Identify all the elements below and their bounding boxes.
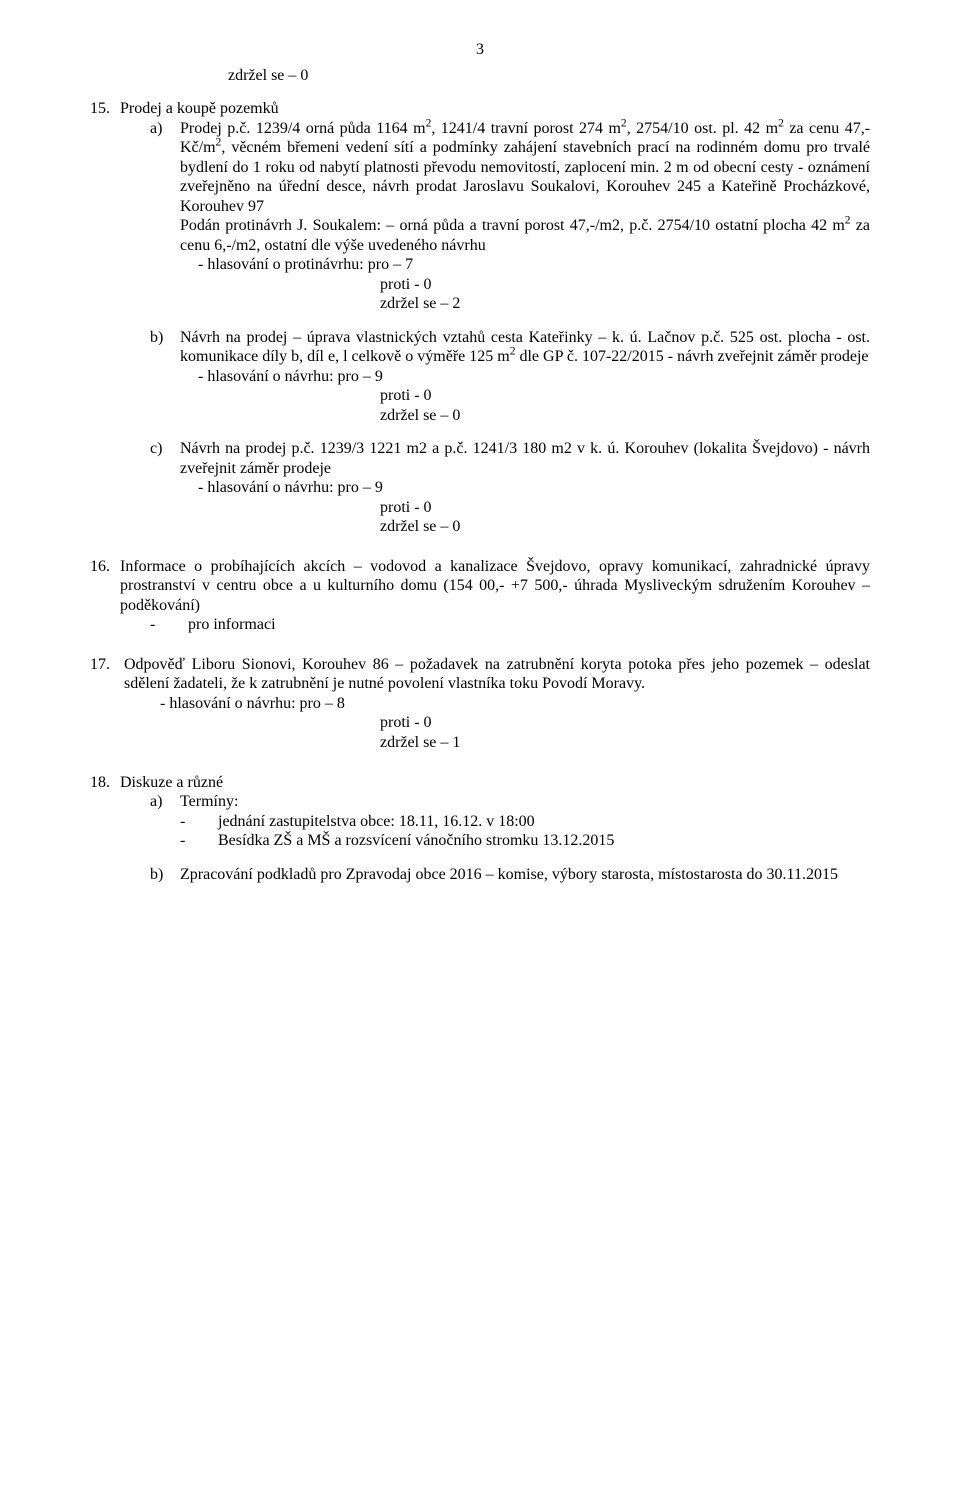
item-15a-seg4: 2754/10 ost. pl. 42 m — [636, 120, 778, 137]
item-15a-seg2: , 1241/4 travní porost 274 m — [431, 120, 621, 137]
item-15c-label: c) — [150, 439, 180, 478]
item-15-title: Prodej a koupě pozemků — [120, 99, 279, 119]
item-18a-row2: Besídka ZŠ a MŠ a rozsvícení vánočního s… — [218, 831, 614, 851]
item-16-dash-text: pro informaci — [188, 615, 276, 635]
item-15a-vote2: proti - 0 — [380, 275, 870, 295]
item-18b-label: b) — [150, 865, 180, 885]
item-15c-vote3: zdržel se – 0 — [380, 517, 870, 537]
item-15c-vote1: - hlasování o návrhu: pro – 9 — [198, 478, 870, 498]
item-15: 15. Prodej a koupě pozemků a) Prodej p.č… — [90, 99, 870, 537]
item-15b-seg2: dle GP č. 107-22/2015 - návrh zveřejnit … — [515, 348, 868, 365]
item-15a-label: a) — [150, 119, 180, 217]
item-15b-body: Návrh na prodej – úprava vlastnických vz… — [180, 328, 870, 367]
item-15b-label: b) — [150, 328, 180, 367]
item-17-body: Odpověď Liboru Sionovi, Korouhev 86 – po… — [124, 655, 870, 694]
item-18a-dash2: - — [180, 831, 218, 851]
item-15a-line2: Podán protinávrh J. Soukalem: – orná půd… — [180, 216, 870, 255]
item-16-body: Informace o probíhajících akcích – vodov… — [120, 557, 870, 616]
item-15b-vote2: proti - 0 — [380, 386, 870, 406]
item-15b-vote3: zdržel se – 0 — [380, 406, 870, 426]
item-16: 16. Informace o probíhajících akcích – v… — [90, 557, 870, 635]
item-15b-vote1: - hlasování o návrhu: pro – 9 — [198, 367, 870, 387]
item-16-num: 16. — [90, 557, 120, 616]
item-17-num: 17. — [90, 655, 124, 694]
item-18a-label: a) — [150, 792, 180, 812]
item-17-vote3: zdržel se – 1 — [380, 733, 870, 753]
item-15a-body: Prodej p.č. 1239/4 orná půda 1164 m2, 12… — [180, 119, 870, 217]
item-15a-seg6: , věcném břemeni vedení sítí a podmínky … — [180, 139, 870, 215]
item-18a-dash1: - — [180, 812, 218, 832]
item-18: 18. Diskuze a různé a) Termíny: - jednán… — [90, 773, 870, 885]
item-15a-seg3: , — [627, 120, 631, 137]
page: 3 zdržel se – 0 15. Prodej a koupě pozem… — [0, 0, 960, 1505]
item-17-vote1: - hlasování o návrhu: pro – 8 — [160, 694, 870, 714]
item-18b-body: Zpracování podkladů pro Zpravodaj obce 2… — [180, 865, 870, 885]
item-17: 17. Odpověď Liboru Sionovi, Korouhev 86 … — [90, 655, 870, 753]
item-16-dash: - — [150, 615, 188, 635]
top-abstain-line: zdržel se – 0 — [228, 66, 870, 86]
item-18a-row1: jednání zastupitelstva obce: 18.11, 16.1… — [218, 812, 535, 832]
item-18-title: Diskuze a různé — [120, 773, 223, 793]
item-18-num: 18. — [90, 773, 120, 793]
item-15-num: 15. — [90, 99, 120, 119]
item-15c-vote2: proti - 0 — [380, 498, 870, 518]
item-15a-seg1: Prodej p.č. 1239/4 orná půda 1164 m — [180, 120, 426, 137]
item-15c-body: Návrh na prodej p.č. 1239/3 1221 m2 a p.… — [180, 439, 870, 478]
item-15a-vote3: zdržel se – 2 — [380, 294, 870, 314]
item-18a-title: Termíny: — [180, 792, 238, 812]
page-number: 3 — [90, 40, 870, 60]
item-17-vote2: proti - 0 — [380, 713, 870, 733]
item-15a-line2a: Podán protinávrh J. Soukalem: – orná půd… — [180, 217, 845, 234]
item-15a-vote1: - hlasování o protinávrhu: pro – 7 — [198, 255, 870, 275]
